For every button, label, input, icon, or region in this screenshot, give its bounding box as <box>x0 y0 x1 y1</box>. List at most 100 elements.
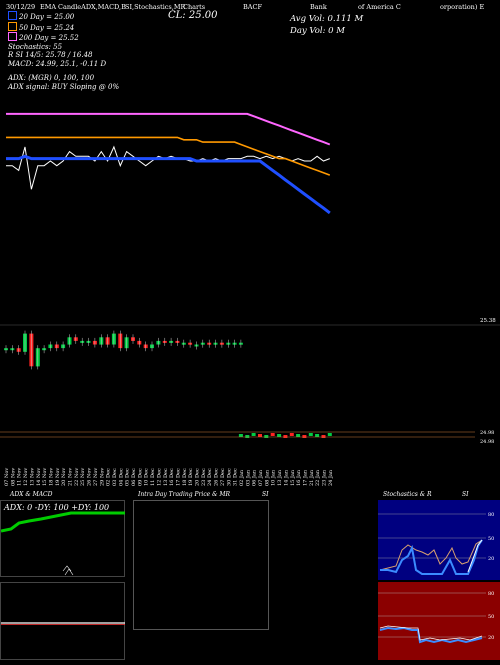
ema50-swatch <box>8 21 17 31</box>
series-ema-50 <box>6 136 331 176</box>
ema-lines <box>6 112 331 215</box>
candles <box>4 330 243 370</box>
date-tick-label: 03 Dec <box>112 468 118 486</box>
header-indicators: SI,Stochastics,MR <box>125 3 186 11</box>
date-tick-label: 30 Dec <box>226 468 232 486</box>
legend: 20 Day = 25.00 50 Day = 25.24 200 Day = … <box>8 11 119 91</box>
intraday-panel-si: SI <box>262 491 269 498</box>
day-volume: Day Vol: 0 M <box>290 26 345 36</box>
rsi-tick-20: 20 <box>488 635 494 641</box>
low-candle <box>327 433 332 436</box>
low-candle <box>296 434 301 437</box>
date-tick-label: 05 Dec <box>125 468 131 486</box>
series-ema-20 <box>6 154 331 215</box>
low-candle <box>308 433 313 436</box>
header-company-end: orporation) E <box>440 3 485 11</box>
date-tick-label: 25 Nov <box>80 468 86 486</box>
date-tick-label: 12 Nov <box>23 468 29 486</box>
rsi-panel: 80 50 20 <box>378 582 500 660</box>
low-candle <box>270 433 275 436</box>
date-tick-label: 08 Nov <box>10 468 16 486</box>
low-candle <box>315 434 320 437</box>
date-tick-label: 21 Nov <box>68 468 74 486</box>
date-tick-label: 17 Jan <box>302 469 308 486</box>
date-tick-label: 15 Nov <box>42 468 48 486</box>
low-price-label-1: 24.98 <box>480 430 494 436</box>
date-tick-label: 19 Dec <box>188 468 194 486</box>
date-tick-label: 26 Nov <box>87 468 93 486</box>
date-tick-label: 07 Jan <box>258 469 264 486</box>
header-bank: Bank <box>310 3 327 11</box>
date-tick-label: 09 Dec <box>137 468 143 486</box>
low-candle <box>277 434 282 437</box>
header-ema: EMA <box>40 3 57 11</box>
stoch-lines: 80 50 20 <box>378 512 494 575</box>
date-tick-label: 04 Dec <box>118 468 124 486</box>
stoch-panel-title: Stochastics & R <box>383 491 432 498</box>
low-candle <box>258 434 262 437</box>
header-charts: Charts <box>183 3 206 11</box>
date-tick-label: 24 Dec <box>207 468 213 486</box>
date-tick-label: 17 Dec <box>175 468 181 486</box>
legend-ema20: 20 Day = 25.00 <box>8 11 119 22</box>
header-company: of America C <box>358 3 401 11</box>
date-tick-label: 11 Nov <box>17 468 23 486</box>
ema200-swatch <box>8 32 17 41</box>
legend-adx-signal: ADX signal: BUY Sloping @ 0% <box>8 82 120 91</box>
date-tick-label: 02 Dec <box>106 468 112 486</box>
low-candle <box>245 435 250 438</box>
date-tick-label: 11 Dec <box>150 468 156 486</box>
stoch-panel-si: SI <box>462 491 469 498</box>
date-tick-label: 08 Jan <box>264 469 270 486</box>
rsi-lines: 80 50 20 <box>378 591 494 644</box>
adx-panel-title: ADX & MACD <box>10 491 53 498</box>
date-tick-label: 10 Dec <box>144 468 150 486</box>
header-ticker: BACF <box>243 3 262 11</box>
low-price-label-2: 24.98 <box>480 439 494 445</box>
series-close <box>6 145 330 190</box>
ema50-label: 50 Day = 25.24 <box>19 23 75 32</box>
date-tick-label: 13 Dec <box>163 468 169 486</box>
date-tick-label: 26 Dec <box>214 468 220 486</box>
ema20-swatch <box>8 11 17 20</box>
date-tick-label: 10 Jan <box>271 469 277 486</box>
stoch-tick-80: 80 <box>488 512 494 518</box>
volume-price-label: 25.38 <box>480 318 496 324</box>
date-tick-label: 14 Jan <box>283 469 289 486</box>
intraday-panel-title: Intra Day Trading Price & MR <box>138 491 231 498</box>
low-candles <box>238 433 332 438</box>
low-candle <box>289 433 294 436</box>
date-tick-label: 13 Jan <box>277 469 283 486</box>
macd-panel <box>0 582 125 660</box>
rsi-tick-50: 50 <box>488 614 494 620</box>
date-tick-label: 22 Jan <box>315 469 321 486</box>
intraday-panel <box>133 500 269 630</box>
adx-readout: ADX: 0 -DY: 100 +DY: 100 <box>4 503 110 512</box>
ema20-label: 20 Day = 25.00 <box>19 13 75 21</box>
date-tick-label: 14 Nov <box>36 468 42 486</box>
date-tick-label: 15 Jan <box>290 469 296 486</box>
date-tick-label: 07 Nov <box>4 468 10 486</box>
date-tick-label: 06 Jan <box>252 469 258 486</box>
price-chart: 25.38 24.98 24.98 07 Nov 08 Nov 11 Nov 12 N… <box>0 112 500 486</box>
ema200-label: 200 Day = 25.52 <box>19 34 79 42</box>
low-candle <box>321 435 326 438</box>
date-tick-label: 16 Jan <box>296 469 302 486</box>
legend-rsi: R SI 14/5: 25.78 / 16.48 <box>8 51 93 59</box>
date-tick-label: 24 Jan <box>328 469 334 486</box>
date-tick-label: 18 Nov <box>48 468 54 486</box>
close-price: CL: 25.00 <box>168 10 218 21</box>
date-tick-label: 20 Nov <box>61 468 67 486</box>
stoch-tick-20: 20 <box>488 556 494 562</box>
legend-ema50: 50 Day = 25.24 <box>8 21 119 33</box>
low-candle <box>251 433 256 436</box>
low-candle <box>302 435 307 438</box>
date-axis: 07 Nov 08 Nov 11 Nov 12 Nov 13 Nov 14 Nov 15 N… <box>4 468 334 486</box>
date-tick-label: 13 Nov <box>29 468 35 486</box>
date-tick-label: 16 Dec <box>169 468 175 486</box>
date-tick-label: 27 Nov <box>93 468 99 486</box>
adx-panel: ADX: 0 -DY: 100 +DY: 100 <box>0 500 125 577</box>
low-candle <box>264 435 269 438</box>
legend-stoch: Stochastics: 55 <box>8 42 63 51</box>
date-tick-label: 22 Nov <box>74 468 80 486</box>
